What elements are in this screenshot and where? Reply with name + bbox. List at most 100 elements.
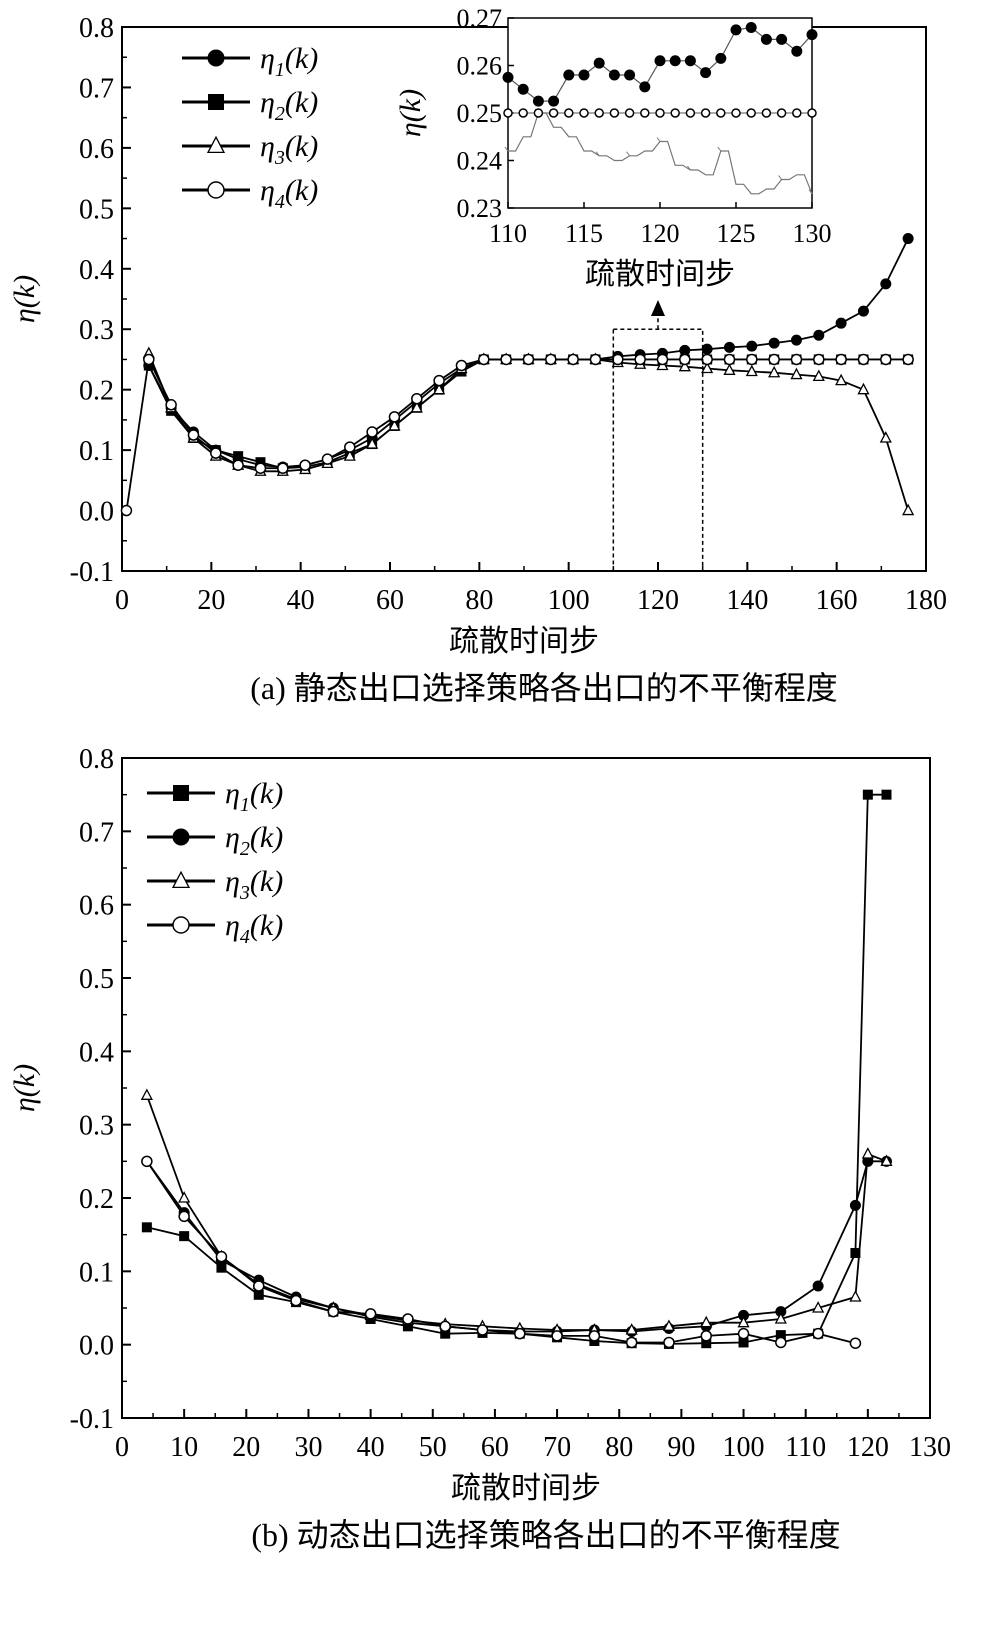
inset-data-point [807,108,817,118]
inset-y-tick-label: 0.25 [457,99,503,128]
data-point [678,359,691,372]
data-point [723,363,736,375]
inset-data-point [579,108,589,118]
data-point [410,400,423,413]
y-tick-label: 0.5 [79,964,114,995]
legend-label: η1(k) [260,42,318,81]
inset-x-tick-label: 110 [489,219,527,248]
legend: η1(k) η2(k) η3(k) η4(k) [182,42,318,213]
inset-data-point [624,69,636,81]
inset-data-point [715,52,727,64]
inset-data-point [776,108,787,118]
data-point [141,1222,152,1233]
inset-data-point [670,108,680,118]
x-tick-label: 40 [357,1432,385,1463]
data-point [663,1336,675,1349]
legend-label: η2(k) [225,821,283,860]
data-point [790,367,803,380]
data-point [879,431,892,443]
data-point [768,353,780,366]
data-point [567,353,579,366]
data-point [701,343,713,355]
data-point [277,462,289,474]
legend: η1(k) η2(k) η3(k) η4(k) [147,777,283,948]
data-point [835,353,847,366]
inset-series-3 [503,108,817,118]
data-point [850,1248,861,1258]
data-point [476,1324,489,1336]
series-2 [141,1155,892,1337]
inset-data-point [502,71,514,83]
inset-data-point [747,189,752,195]
x-axis-label: 疏散时间步 [449,625,599,658]
data-point [366,437,379,449]
data-point [812,1280,824,1292]
legend-label: η2(k) [260,86,318,125]
inset-series-2 [504,108,813,195]
data-point [344,441,356,453]
x-tick-label: 120 [847,1432,889,1463]
data-point [768,365,781,378]
data-point [679,353,691,366]
inset-data-point [654,55,666,67]
data-point [700,1330,712,1342]
inset-data-point [776,33,788,45]
inset-data-point [595,151,600,157]
y-tick-label: 0.3 [79,315,114,346]
inset-data-point [792,108,802,118]
data-point [774,1312,787,1324]
data-point [252,1280,265,1292]
data-point [790,334,802,346]
inset-data-point [548,108,559,118]
series-4 [120,353,914,517]
x-tick-label: 90 [667,1432,695,1463]
data-point [179,1231,190,1242]
legend-label: η4(k) [225,909,283,948]
legend-marker [172,916,190,934]
inset-x-tick-label: 120 [641,219,680,248]
data-point [411,392,423,405]
y-tick-label: 0.2 [79,1184,114,1215]
data-point [835,317,847,329]
data-point [812,369,825,382]
x-tick-label: 100 [548,585,590,616]
legend-label: η3(k) [225,865,283,904]
data-point [701,361,714,374]
data-point [215,1250,228,1263]
inset-y-tick-label: 0.24 [457,147,503,176]
data-point [662,1319,676,1331]
chart-panel-2: -0.1 0.0 0.1 0.2 0.3 0.4 0.5 0.6 0.7 0.8 0 10 20 30 40… [8,744,951,1553]
data-point [880,353,892,366]
data-point [187,429,200,441]
data-point [656,353,669,366]
inset-data-point [717,146,722,152]
data-point [775,1330,786,1341]
data-point [140,1088,153,1100]
x-tick-label: 20 [197,585,225,616]
x-tick-label: 20 [232,1432,260,1463]
data-point [902,503,915,516]
data-point [433,382,446,395]
inset-data-point [731,108,741,118]
data-point [178,1210,190,1223]
data-point [514,1327,526,1340]
inset-data-point [745,22,757,33]
x-tick-label: 10 [170,1432,198,1463]
data-point [364,1308,377,1320]
inset-data-point [687,165,691,171]
data-point [120,504,133,517]
data-point [862,789,873,800]
data-point [737,1327,750,1340]
data-point [723,341,735,353]
data-point [737,1315,750,1328]
y-tick-label: 0.1 [79,1257,114,1288]
data-point [165,399,177,411]
data-point [745,364,758,377]
inset-data-point [640,108,650,118]
series-line [146,1094,887,1331]
inset-data-point [669,55,681,67]
legend-marker [208,94,224,110]
inset-data-point [700,108,711,118]
x-tick-label: 50 [419,1432,447,1463]
y-tick-label: 0.2 [79,376,114,407]
